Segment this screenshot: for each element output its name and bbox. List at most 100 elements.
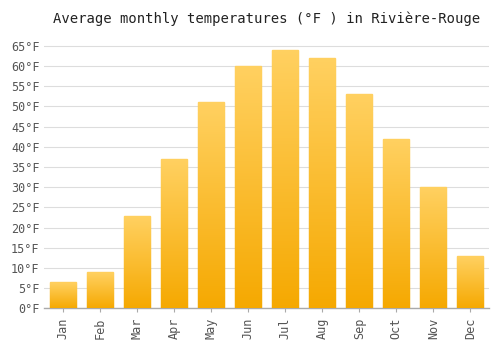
Bar	[235, 302, 261, 303]
Bar	[124, 224, 150, 225]
Bar	[384, 195, 409, 196]
Bar	[384, 162, 409, 163]
Bar	[198, 306, 224, 307]
Bar	[235, 216, 261, 217]
Bar	[235, 211, 261, 212]
Bar	[272, 74, 298, 75]
Bar	[420, 194, 446, 195]
Bar	[272, 156, 298, 157]
Bar	[458, 288, 483, 289]
Bar	[198, 144, 224, 145]
Bar	[161, 234, 187, 235]
Bar	[458, 256, 483, 257]
Bar	[198, 219, 224, 220]
Bar	[384, 139, 409, 140]
Bar	[235, 140, 261, 141]
Bar	[235, 173, 261, 174]
Bar	[384, 293, 409, 294]
Bar	[384, 284, 409, 285]
Bar	[310, 181, 335, 182]
Bar	[198, 181, 224, 182]
Bar	[198, 158, 224, 159]
Bar	[124, 227, 150, 228]
Bar	[384, 173, 409, 174]
Bar	[124, 269, 150, 270]
Bar	[87, 304, 113, 306]
Bar	[346, 195, 372, 196]
Bar	[272, 244, 298, 245]
Bar	[310, 179, 335, 180]
Bar	[161, 279, 187, 280]
Bar	[272, 53, 298, 54]
Bar	[235, 117, 261, 118]
Bar	[124, 217, 150, 218]
Bar	[161, 185, 187, 186]
Bar	[161, 191, 187, 192]
Bar	[272, 288, 298, 289]
Bar	[124, 247, 150, 248]
Bar	[310, 106, 335, 107]
Bar	[458, 299, 483, 300]
Bar	[235, 250, 261, 251]
Bar	[198, 124, 224, 125]
Bar	[198, 188, 224, 189]
Bar	[458, 306, 483, 307]
Bar	[235, 143, 261, 144]
Bar	[458, 277, 483, 278]
Bar	[161, 273, 187, 274]
Bar	[310, 208, 335, 209]
Bar	[346, 304, 372, 306]
Bar	[346, 148, 372, 149]
Bar	[272, 66, 298, 67]
Bar	[161, 168, 187, 169]
Bar	[235, 180, 261, 181]
Bar	[384, 185, 409, 186]
Bar	[272, 231, 298, 232]
Bar	[346, 122, 372, 124]
Bar	[235, 159, 261, 160]
Bar	[161, 303, 187, 304]
Bar	[346, 203, 372, 204]
Bar	[310, 163, 335, 164]
Bar	[384, 280, 409, 281]
Bar	[198, 154, 224, 155]
Bar	[310, 89, 335, 90]
Bar	[310, 271, 335, 272]
Bar	[235, 258, 261, 259]
Bar	[198, 174, 224, 175]
Bar	[235, 239, 261, 240]
Bar	[50, 290, 76, 291]
Bar	[161, 304, 187, 306]
Bar	[235, 152, 261, 153]
Bar	[272, 149, 298, 150]
Bar	[310, 172, 335, 173]
Bar	[346, 281, 372, 282]
Bar	[384, 289, 409, 290]
Bar	[384, 290, 409, 291]
Bar	[310, 205, 335, 206]
Bar	[272, 239, 298, 240]
Bar	[50, 283, 76, 284]
Bar	[346, 256, 372, 257]
Bar	[384, 231, 409, 232]
Bar	[310, 261, 335, 262]
Bar	[310, 66, 335, 67]
Bar	[161, 283, 187, 284]
Bar	[272, 148, 298, 149]
Bar	[198, 210, 224, 211]
Bar	[310, 289, 335, 290]
Bar	[310, 117, 335, 118]
Bar	[310, 236, 335, 237]
Bar	[50, 285, 76, 286]
Bar	[198, 125, 224, 126]
Bar	[161, 296, 187, 298]
Bar	[235, 148, 261, 149]
Bar	[198, 280, 224, 281]
Bar	[161, 204, 187, 205]
Bar	[272, 229, 298, 230]
Bar	[198, 301, 224, 302]
Bar	[161, 198, 187, 200]
Bar	[310, 74, 335, 75]
Bar	[272, 86, 298, 87]
Bar	[310, 158, 335, 159]
